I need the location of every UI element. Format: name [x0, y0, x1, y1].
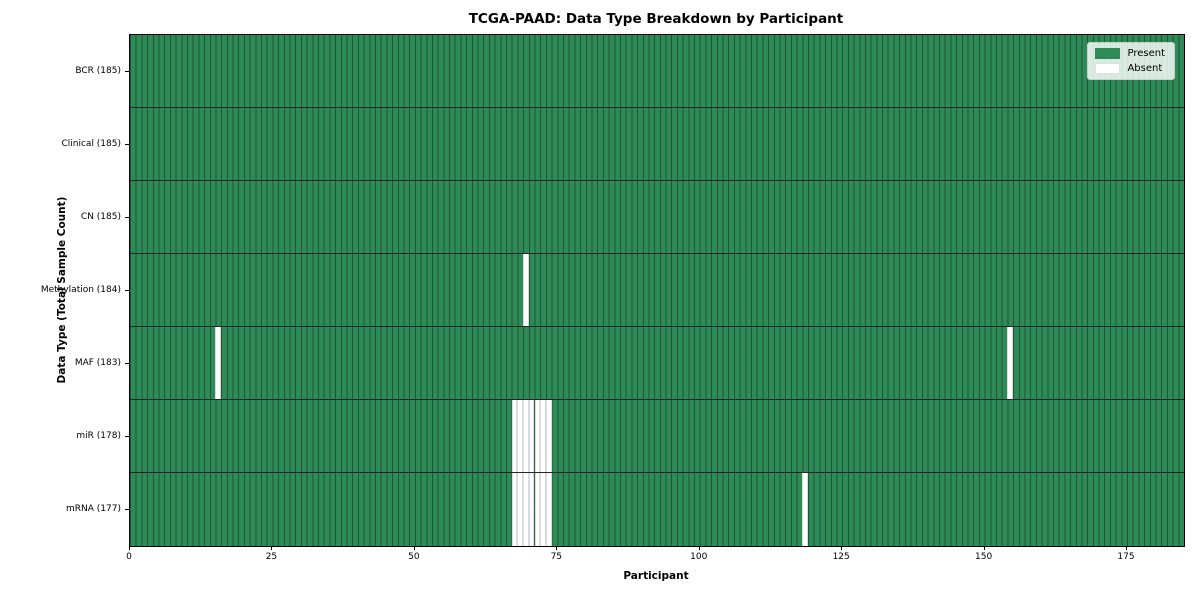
y-tick-mark: [125, 143, 129, 145]
absent-cell: [1007, 327, 1014, 399]
plot-area: Present Absent: [129, 34, 1185, 547]
x-tick-label: 150: [975, 552, 993, 562]
x-tick-mark: [983, 546, 985, 550]
heatmap-row-clinical: [130, 108, 1184, 181]
present-swatch-icon: [1095, 48, 1121, 59]
x-tick-label: 75: [550, 552, 563, 562]
absent-cell: [528, 473, 535, 546]
chart-title: TCGA-PAAD: Data Type Breakdown by Partic…: [468, 11, 844, 27]
x-tick-label: 50: [408, 552, 420, 562]
x-tick-mark: [129, 546, 130, 550]
y-tick-label: CN (185): [80, 211, 121, 222]
heatmap-row-mrna: [130, 473, 1184, 546]
absent-cell: [215, 327, 222, 399]
heatmap-row-methylation: [130, 254, 1184, 327]
x-tick-mark: [413, 546, 415, 550]
absent-cell: [545, 400, 552, 472]
y-tick-label: Methylation (184): [40, 284, 121, 295]
absent-cell: [545, 473, 552, 546]
heatmap-rows: [130, 35, 1184, 546]
present-cells-fill: [130, 108, 1184, 180]
x-tick-label: 25: [265, 552, 278, 562]
heatmap-row-bcr: [130, 35, 1184, 108]
heatmap-row-maf: [130, 327, 1184, 400]
present-cells-fill: [130, 473, 1184, 546]
heatmap-row-mir: [130, 400, 1184, 473]
present-cells-fill: [130, 35, 1184, 107]
y-tick-mark: [125, 216, 129, 218]
present-cells-fill: [130, 327, 1184, 399]
absent-swatch-icon: [1095, 63, 1121, 74]
absent-cell: [528, 400, 535, 472]
present-cells-fill: [130, 254, 1184, 326]
x-axis-label: Participant: [623, 570, 689, 582]
absent-cell: [523, 254, 529, 326]
y-tick-label: Clinical (185): [61, 138, 121, 149]
heatmap-row-cn: [130, 181, 1184, 254]
legend: Present Absent: [1087, 42, 1175, 80]
x-tick-label: 0: [126, 552, 132, 562]
x-tick-label: 125: [832, 552, 850, 562]
present-cells-fill: [130, 400, 1184, 472]
y-tick-mark: [125, 508, 129, 510]
y-tick-label: BCR (185): [75, 65, 121, 76]
legend-label-absent: Absent: [1127, 63, 1163, 74]
absent-cell: [511, 473, 518, 546]
y-tick-mark: [125, 362, 129, 364]
absent-cell: [534, 473, 541, 546]
absent-cell: [511, 400, 518, 472]
absent-cell: [517, 473, 524, 546]
x-tick-mark: [556, 546, 558, 550]
absent-cell: [523, 400, 529, 472]
x-tick-mark: [271, 546, 273, 550]
absent-cell: [540, 473, 546, 546]
y-tick-label: miR (178): [76, 430, 121, 441]
absent-cell: [523, 473, 529, 546]
y-tick-mark: [125, 70, 129, 72]
present-cells-fill: [130, 181, 1184, 253]
absent-cell: [540, 400, 546, 472]
x-tick-mark: [1126, 546, 1128, 550]
x-tick-mark: [698, 546, 700, 550]
x-tick-mark: [841, 546, 843, 550]
legend-item-present: Present: [1095, 48, 1165, 59]
y-tick-mark: [125, 435, 129, 437]
legend-label-present: Present: [1127, 48, 1165, 59]
legend-item-absent: Absent: [1095, 63, 1165, 74]
absent-cell: [517, 400, 524, 472]
absent-cell: [802, 473, 808, 546]
y-tick-label: mRNA (177): [66, 503, 121, 514]
x-tick-label: 100: [690, 552, 708, 562]
y-tick-label: MAF (183): [74, 357, 121, 368]
x-tick-label: 175: [1117, 552, 1135, 562]
y-tick-mark: [125, 289, 129, 291]
absent-cell: [534, 400, 541, 472]
